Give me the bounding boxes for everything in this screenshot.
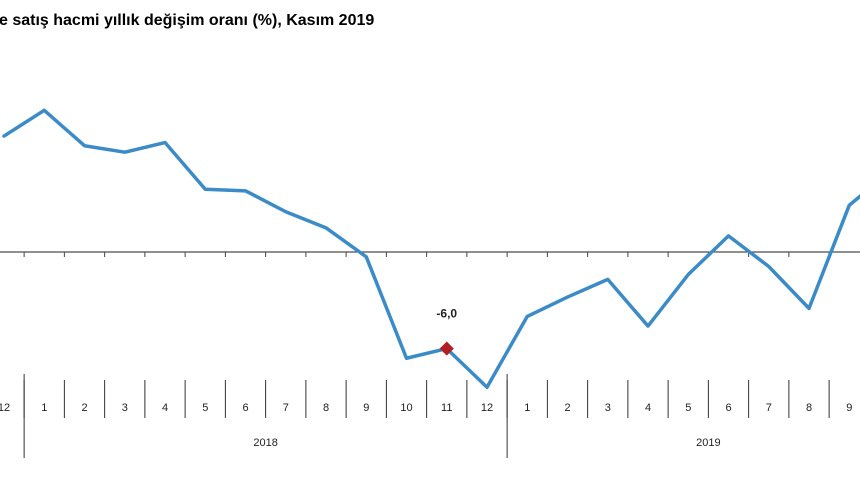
label-layer: 121234567891011121234567891020182019-6,0: [0, 307, 852, 449]
x-tick-label: 9: [363, 402, 369, 414]
x-tick-label: 8: [323, 402, 329, 414]
data-point: [164, 141, 167, 144]
x-tick-label: 9: [846, 402, 852, 414]
data-point: [405, 357, 408, 360]
highlight-marker: [439, 341, 454, 356]
x-tick-label: 6: [725, 402, 731, 414]
data-point: [284, 210, 287, 213]
axis-layer: [0, 251, 860, 458]
data-point: [486, 386, 489, 389]
data-point: [566, 296, 569, 299]
data-point: [3, 135, 6, 138]
data-point: [727, 234, 730, 237]
x-tick-label: 5: [202, 402, 208, 414]
x-tick-label: 7: [283, 402, 289, 414]
x-tick-label: 2: [81, 402, 87, 414]
x-tick-label: 1: [524, 402, 530, 414]
x-tick-label: 4: [645, 402, 651, 414]
x-tick-label: 10: [400, 402, 412, 414]
x-tick-label: 4: [162, 402, 168, 414]
series-line: [2, 108, 860, 389]
x-tick-label: 11: [441, 402, 452, 414]
x-tick-label: 8: [806, 402, 812, 414]
data-point: [687, 273, 690, 276]
chart-title: e satış hacmi yıllık değişim oranı (%), …: [0, 12, 375, 29]
x-tick-label: 5: [685, 402, 691, 414]
x-tick-label: 2: [564, 402, 570, 414]
data-point: [204, 188, 207, 191]
data-point: [325, 226, 328, 229]
data-point: [43, 109, 46, 112]
data-point: [808, 307, 811, 310]
data-point: [83, 144, 86, 147]
data-point: [767, 265, 770, 268]
data-point: [244, 189, 247, 192]
data-point: [606, 278, 609, 281]
year-label: 2018: [253, 437, 277, 449]
x-tick-label: 3: [122, 402, 128, 414]
data-point: [365, 255, 368, 258]
x-tick-label: 1: [41, 402, 47, 414]
data-point: [123, 151, 126, 154]
highlight-data-label: -6,0: [436, 307, 457, 321]
series-layer: [2, 108, 860, 389]
x-tick-label: 7: [766, 402, 772, 414]
data-point: [647, 325, 650, 328]
data-point: [848, 204, 851, 207]
year-label: 2019: [696, 437, 720, 449]
x-tick-label: 12: [481, 402, 493, 414]
data-point: [526, 315, 529, 318]
x-tick-label: 3: [605, 402, 611, 414]
x-tick-label: 12: [0, 402, 10, 414]
x-tick-label: 6: [242, 402, 248, 414]
